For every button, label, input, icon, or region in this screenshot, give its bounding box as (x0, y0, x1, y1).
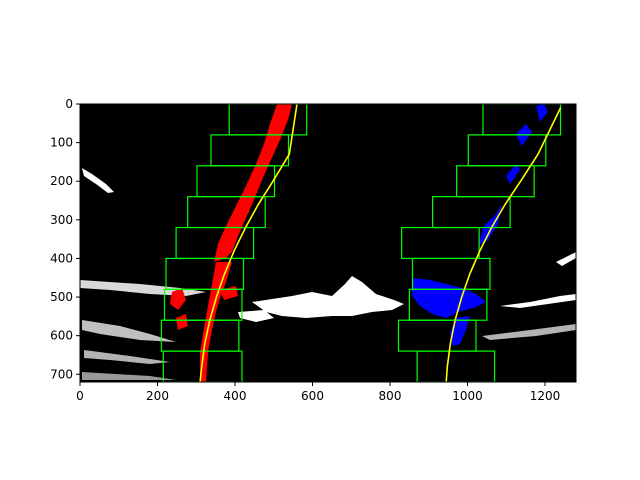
left-fit-line (199, 104, 298, 382)
noise-blob (556, 252, 576, 266)
y-axis: 0 100 200 300 400 500 600 700 (50, 97, 80, 381)
right-fit-line (445, 107, 562, 382)
right-lane-pixel-cluster (412, 278, 486, 318)
left-lane-pixel-cluster (176, 314, 188, 330)
noise-blob (82, 168, 114, 193)
noise-blob (500, 294, 576, 308)
binary-noise-layer (80, 168, 576, 380)
left-lane-pixel-cluster (200, 262, 232, 382)
search-windows (160, 104, 562, 382)
y-tick-label: 200 (50, 174, 73, 188)
x-tick-label: 600 (301, 389, 324, 403)
x-tick-label: 1000 (452, 389, 483, 403)
x-tick-label: 800 (379, 389, 402, 403)
right-lane-pixel-cluster (536, 104, 548, 122)
left-search-window (228, 104, 308, 136)
left-lane-pixel-cluster (214, 104, 292, 262)
y-tick-label: 300 (50, 213, 73, 227)
y-tick-label: 400 (50, 251, 73, 265)
noise-blob (482, 324, 576, 340)
noise-blob (84, 350, 170, 364)
x-tick-label: 1200 (530, 389, 561, 403)
y-tick-label: 500 (50, 290, 73, 304)
x-tick-label: 0 (76, 389, 84, 403)
right-lane-pixels (412, 104, 548, 346)
noise-blob (238, 310, 274, 322)
left-lane-pixels (170, 104, 292, 382)
x-tick-label: 200 (146, 389, 169, 403)
plot-frame (79, 103, 577, 383)
x-tick-label: 400 (224, 389, 247, 403)
right-lane-pixel-cluster (478, 204, 502, 246)
y-tick-label: 0 (65, 97, 73, 111)
x-axis: 0 200 400 600 800 1000 1200 (76, 382, 560, 403)
y-tick-label: 600 (50, 329, 73, 343)
noise-blob (252, 276, 404, 318)
y-tick-label: 700 (50, 367, 73, 381)
noise-blob (82, 320, 176, 342)
right-lane-pixel-cluster (506, 164, 520, 184)
left-lane-pixel-cluster (170, 288, 186, 310)
noise-blob (82, 372, 176, 380)
right-search-window (482, 104, 562, 136)
y-tick-label: 100 (50, 136, 73, 150)
polynomial-fits (199, 104, 562, 382)
